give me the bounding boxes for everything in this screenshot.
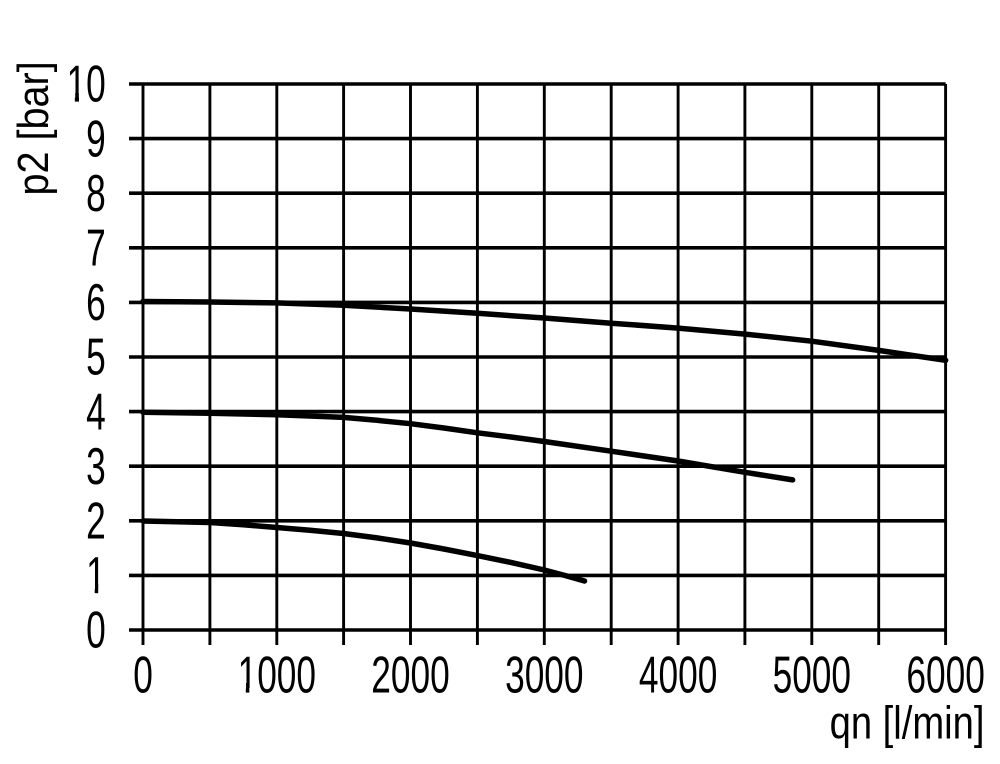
svg-text:6000: 6000 — [906, 647, 984, 704]
svg-text:1000: 1000 — [238, 647, 316, 704]
svg-text:5: 5 — [86, 329, 106, 386]
svg-text:9: 9 — [86, 111, 106, 168]
svg-text:2000: 2000 — [371, 647, 449, 704]
svg-text:p2 [bar]: p2 [bar] — [8, 61, 57, 195]
svg-text:4000: 4000 — [639, 647, 717, 704]
svg-text:3: 3 — [86, 438, 106, 495]
svg-text:6: 6 — [86, 275, 106, 332]
svg-text:10: 10 — [67, 56, 106, 113]
svg-text:0: 0 — [86, 602, 106, 659]
svg-text:2: 2 — [86, 493, 106, 550]
svg-text:5000: 5000 — [773, 647, 851, 704]
svg-text:3000: 3000 — [505, 647, 583, 704]
svg-text:8: 8 — [86, 165, 106, 222]
svg-text:7: 7 — [86, 220, 106, 277]
svg-text:0: 0 — [133, 647, 153, 704]
svg-text:4: 4 — [86, 384, 106, 441]
svg-text:qn [l/min]: qn [l/min] — [830, 697, 985, 748]
svg-text:1: 1 — [86, 548, 106, 605]
